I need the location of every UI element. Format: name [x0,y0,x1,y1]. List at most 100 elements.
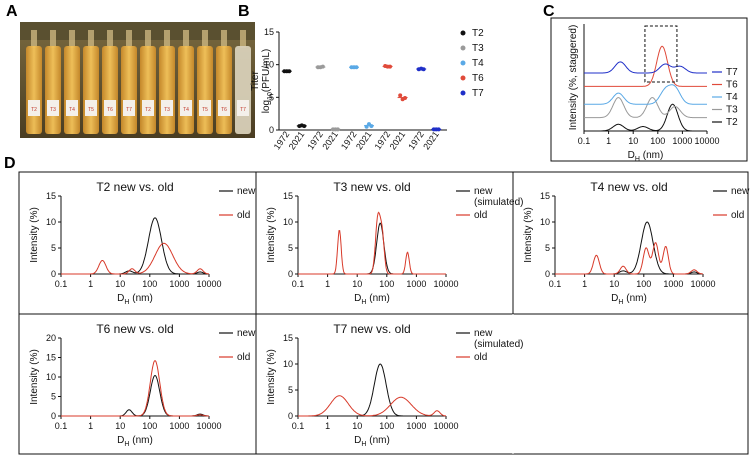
vial: T3 [159,30,175,134]
vial-body [121,46,137,134]
panel-c-staggered-chart: 0.1 1 10 100 1000 10000 Intensity (%, staggere… [550,17,748,163]
x-tick-label: 1972 [406,129,426,151]
x-tick-label: 100 [650,136,665,146]
x-tick-label: 10000 [690,279,715,289]
x-axis-label-sub: H [361,299,366,306]
legend-label-T7: T7 [726,67,738,78]
vial-body [102,46,118,134]
legend-label-new: new [237,328,256,339]
panel-c-border [550,17,748,162]
data-point-T6-y2021 [398,93,403,98]
vial-label [123,100,135,116]
vial-label [104,100,116,116]
vial-neck [202,30,208,48]
x-tick-label: 2021 [287,129,307,151]
x-axis-label-unit: (nm) [366,293,389,304]
legend-label-new: new (simulated) [474,328,523,350]
x-axis-label-sub: H [124,299,129,306]
vial-neck [240,30,246,48]
subplot-title: T6 new vs. old [96,322,173,336]
x-tick-label: 10 [115,279,125,289]
vial: T2 [26,30,42,134]
x-tick-label: 1000 [663,279,683,289]
x-tick-label: 10000 [433,279,458,289]
y-axis-label: Intensity (%) [29,349,40,405]
data-point-T4-y2021 [364,124,369,129]
vial-neck [107,30,113,48]
x-tick-label: 100 [142,421,157,431]
vial-label [66,100,78,116]
x-axis-label-unit: (nm) [623,293,646,304]
x-tick-label: 1972 [373,129,393,151]
subplot-d-t7: T7 new vs. old 0 5 10 15 0.1 1 10 100 1000 10000 In… [266,322,523,448]
vial-body [235,46,251,134]
x-tick-label: 10 [628,136,638,146]
legend-label-line: new [474,186,493,197]
panel-d-border [18,171,749,455]
vial-label-text: T6 [221,107,227,113]
data-point-T4-y1972 [354,65,359,70]
vial-label [199,100,211,116]
x-tick-label: 0.1 [55,279,68,289]
panel-letter-b: B [238,3,250,20]
vial-neck [183,30,189,48]
subplot-title: T4 new vs. old [590,180,667,194]
y-tick-label: 10 [264,60,274,70]
data-point-T2-y2021 [302,124,307,129]
x-axis-label: DH (nm) [354,435,390,448]
vial-label-text: T7 [126,107,132,113]
series-line-T7 [584,61,707,74]
series-line-new [61,374,209,417]
series-line-T6 [584,45,707,87]
x-axis-label-unit: (nm) [129,435,152,446]
x-axis-label-main: D [628,150,635,161]
y-tick-label: 0 [269,125,274,135]
x-tick-label: 1000 [169,421,189,431]
x-tick-label: 1972 [339,129,359,151]
y-tick-label: 0 [51,411,56,421]
x-tick-label: 2021 [421,129,441,151]
legend-label-old: old [474,352,487,363]
subplot-title: T2 new vs. old [96,180,173,194]
legend-marker-T3 [460,45,466,51]
x-axis-label-main: D [354,293,361,304]
vial-label-text: T2 [31,107,37,113]
series-line-new [298,222,446,275]
legend-label-new: new (simulated) [474,186,523,208]
x-axis-label-sub: H [124,441,129,448]
y-tick-label: 10 [46,217,56,227]
vial-body [216,46,232,134]
vial-label [85,100,97,116]
data-point-T6-y1972 [388,64,392,69]
x-tick-label: 1 [88,421,93,431]
vial-body [45,46,61,134]
x-tick-label: 100 [379,279,394,289]
x-tick-label: 1972 [272,129,292,151]
data-point-T2-y1972 [287,69,292,74]
legend-label-T4: T4 [472,58,484,69]
x-tick-label: 1000 [169,279,189,289]
data-point-T3-y2021 [335,127,340,132]
data-point-T6-y2021 [403,95,407,100]
vial-neck [50,30,56,48]
series-line-old [298,395,446,417]
vial-body [197,46,213,134]
vial: T4 [178,30,194,134]
x-tick-label: 100 [636,279,651,289]
legend-label-T7: T7 [472,88,484,99]
y-axis-label: Intensity (%, staggered) [568,25,579,131]
vial-label [218,100,230,116]
y-tick-label: 15 [283,333,293,343]
data-point-T7-y1972 [421,67,426,72]
x-axis-label-main: D [611,293,618,304]
vial-neck [145,30,151,48]
vial-label-text: T4 [183,107,189,113]
vial: T7 [121,30,137,134]
panel-letter-d: D [4,155,16,172]
legend-label-old: old [237,352,250,363]
x-tick-label: 0.1 [549,279,562,289]
vial-label-text: T6 [107,107,113,113]
series-line-old [555,242,704,275]
y-tick-label: 15 [540,191,550,201]
y-tick-label: 0 [51,269,56,279]
